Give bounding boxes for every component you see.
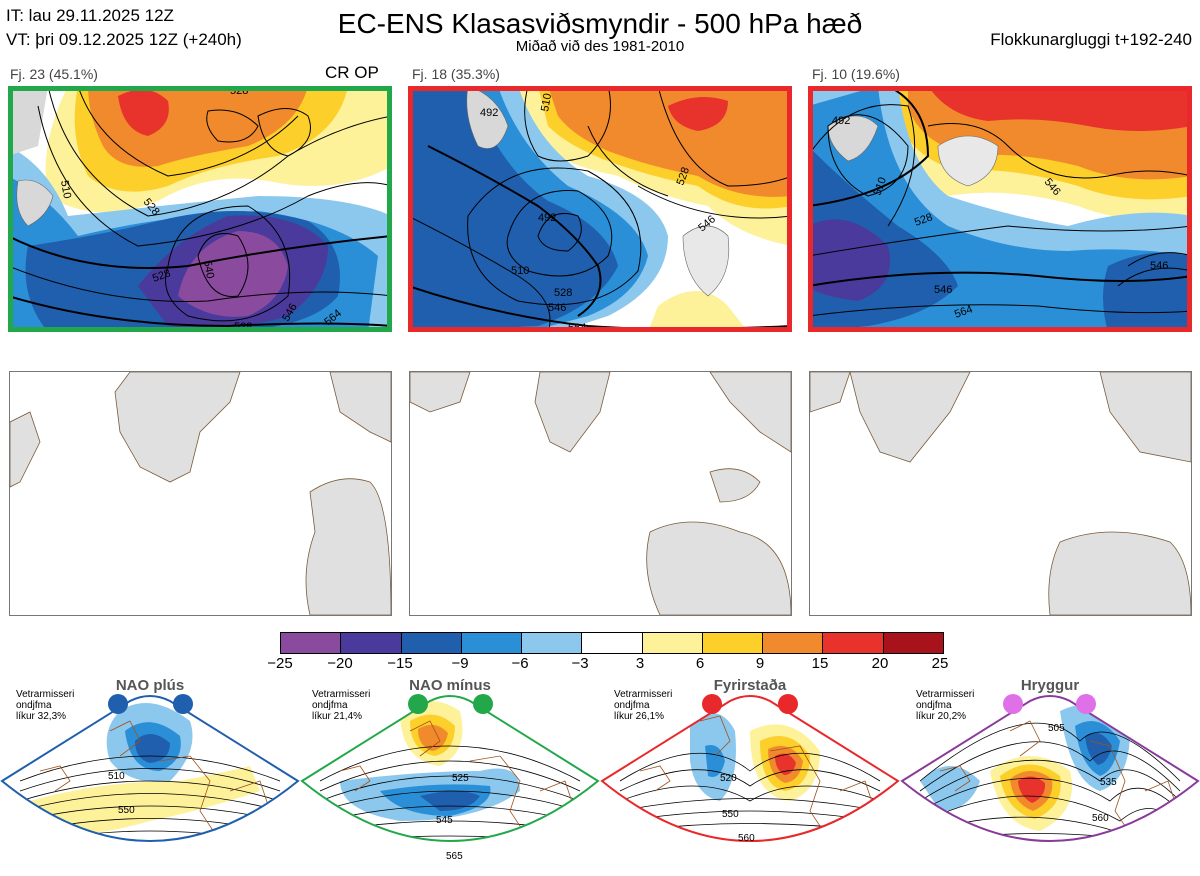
empty-map-2 — [409, 371, 792, 616]
regime-months: ondjfma — [614, 700, 650, 711]
colorbar — [280, 632, 944, 654]
cluster-frame-3 — [808, 86, 1192, 332]
regime-info: Vetrarmisseri ondjfma líkur 26,1% — [614, 689, 672, 722]
colorbar-cell — [401, 633, 462, 653]
colorbar-cell — [341, 633, 402, 653]
initial-time: IT: lau 29.11.2025 12Z — [6, 6, 174, 25]
regime-info: Vetrarmisseri ondjfma líkur 32,3% — [16, 689, 74, 722]
colorbar-tick: −25 — [267, 655, 293, 672]
regime-season: Vetrarmisseri — [16, 689, 75, 700]
colorbar-tick: −9 — [451, 655, 469, 672]
page-title: EC-ENS Klasasviðsmyndir - 500 hPa hæð — [337, 8, 863, 39]
colorbar-cell — [763, 633, 824, 653]
colorbar-tick: 3 — [635, 655, 645, 672]
regime-info: Vetrarmisseri ondjfma líkur 20,2% — [916, 689, 974, 722]
regime-months: ondjfma — [16, 700, 52, 711]
regime-nao-minus: 525 545 565 NAO mínus Vetrarmisseri ondj… — [300, 671, 600, 871]
colorbar-cell — [823, 633, 884, 653]
contour-label: 510 — [511, 265, 529, 277]
colorbar-cell — [582, 633, 643, 653]
colorbar-tick: 6 — [695, 655, 705, 672]
regime-probability: líkur 26,1% — [614, 711, 665, 722]
regime-ridge: 505 535 560 Hryggur Vetrarmisseri ondjfm… — [900, 671, 1200, 871]
contour-label: 510 — [539, 92, 554, 112]
colorbar-tick: 20 — [871, 655, 889, 672]
regime-info: Vetrarmisseri ondjfma líkur 21,4% — [312, 689, 370, 722]
contour-label: 528 — [151, 267, 172, 285]
colorbar-tick: 25 — [931, 655, 949, 672]
contour-label: 560 — [1092, 813, 1109, 824]
cluster-frame-2 — [408, 86, 792, 332]
cluster-1-tag: CR OP — [325, 63, 379, 82]
regime-probability: líkur 32,3% — [16, 711, 67, 722]
regime-title: Fyrirstaða — [713, 677, 787, 694]
classification-window: Flokkunargluggi t+192-240 — [990, 30, 1192, 49]
colorbar-cell — [281, 633, 342, 653]
colorbar-cell — [461, 633, 523, 653]
regime-title: NAO plús — [115, 677, 185, 694]
colorbar-tick: −20 — [327, 655, 353, 672]
contour-label: 510 — [872, 176, 890, 197]
cluster-map-3: 492 510 546 528 546 564 546 — [808, 86, 1192, 332]
cluster-map-1: 510 528 540 528 528 546 528 564 — [8, 86, 392, 332]
header-left: IT: lau 29.11.2025 12Z VT: þri 09.12.202… — [6, 4, 242, 52]
colorbar-tick: −3 — [571, 655, 589, 672]
cluster-3-label: Fj. 10 (19.6%) — [812, 66, 900, 82]
cluster-2-label: Fj. 18 (35.3%) — [412, 66, 500, 82]
contour-label: 510 — [108, 771, 125, 782]
contour-label: 492 — [832, 115, 850, 127]
empty-map-3 — [809, 371, 1192, 616]
contour-label: 565 — [446, 851, 463, 862]
contour-label: 550 — [722, 809, 739, 820]
colorbar-cell — [522, 633, 583, 653]
regime-blocking: 520 550 560 Fyrirstaða Vetrarmisseri ond… — [600, 671, 900, 871]
contour-label: 505 — [1048, 723, 1065, 734]
page-subtitle: Miðað við des 1981-2010 — [515, 38, 685, 55]
contour-label: 545 — [436, 815, 453, 826]
contour-label: 535 — [1100, 777, 1117, 788]
colorbar-tick: 15 — [811, 655, 829, 672]
regime-nao-plus: 510 550 NAO plús Vetrarmisseri ondjfma l… — [0, 671, 300, 871]
contour-label: 528 — [230, 86, 248, 97]
contour-label: 550 — [118, 805, 135, 816]
contour-label: 540 — [201, 259, 216, 279]
empty-map-1 — [9, 371, 392, 616]
contour-label: 528 — [913, 211, 934, 229]
regime-title: Hryggur — [1020, 677, 1080, 694]
regime-probability: líkur 20,2% — [916, 711, 967, 722]
colorbar-tick: −6 — [511, 655, 529, 672]
colorbar-cell — [642, 633, 703, 653]
colorbar-cell — [883, 633, 943, 653]
regime-season: Vetrarmisseri — [312, 689, 371, 700]
contour-label: 520 — [720, 773, 737, 784]
contour-label: 546 — [548, 302, 566, 314]
contour-label: 510 — [58, 179, 73, 199]
contour-label: 546 — [1150, 260, 1168, 272]
regime-season: Vetrarmisseri — [614, 689, 673, 700]
contour-label: 528 — [234, 321, 252, 332]
regime-season: Vetrarmisseri — [916, 689, 975, 700]
colorbar-tick: −15 — [387, 655, 413, 672]
cluster-1-label: Fj. 23 (45.1%) — [10, 66, 98, 82]
contour-label: 560 — [738, 833, 755, 844]
colorbar-cell — [702, 633, 764, 653]
regime-probability: líkur 21,4% — [312, 711, 363, 722]
contour-label: 525 — [452, 773, 469, 784]
contour-label: 528 — [675, 166, 693, 187]
contour-label: 492 — [538, 212, 556, 224]
regime-months: ondjfma — [916, 700, 952, 711]
regime-title: NAO mínus — [409, 677, 491, 694]
contour-label: 564 — [953, 303, 974, 321]
cluster-map-2: 510 492 528 492 510 528 546 546 564 — [408, 86, 792, 332]
cluster-frame-1 — [8, 86, 392, 332]
contour-label: 492 — [480, 107, 498, 119]
contour-label: 546 — [934, 284, 952, 296]
valid-time: VT: þri 09.12.2025 12Z (+240h) — [6, 30, 242, 49]
regime-months: ondjfma — [312, 700, 348, 711]
contour-label: 528 — [554, 287, 572, 299]
colorbar-tick: 9 — [755, 655, 765, 672]
